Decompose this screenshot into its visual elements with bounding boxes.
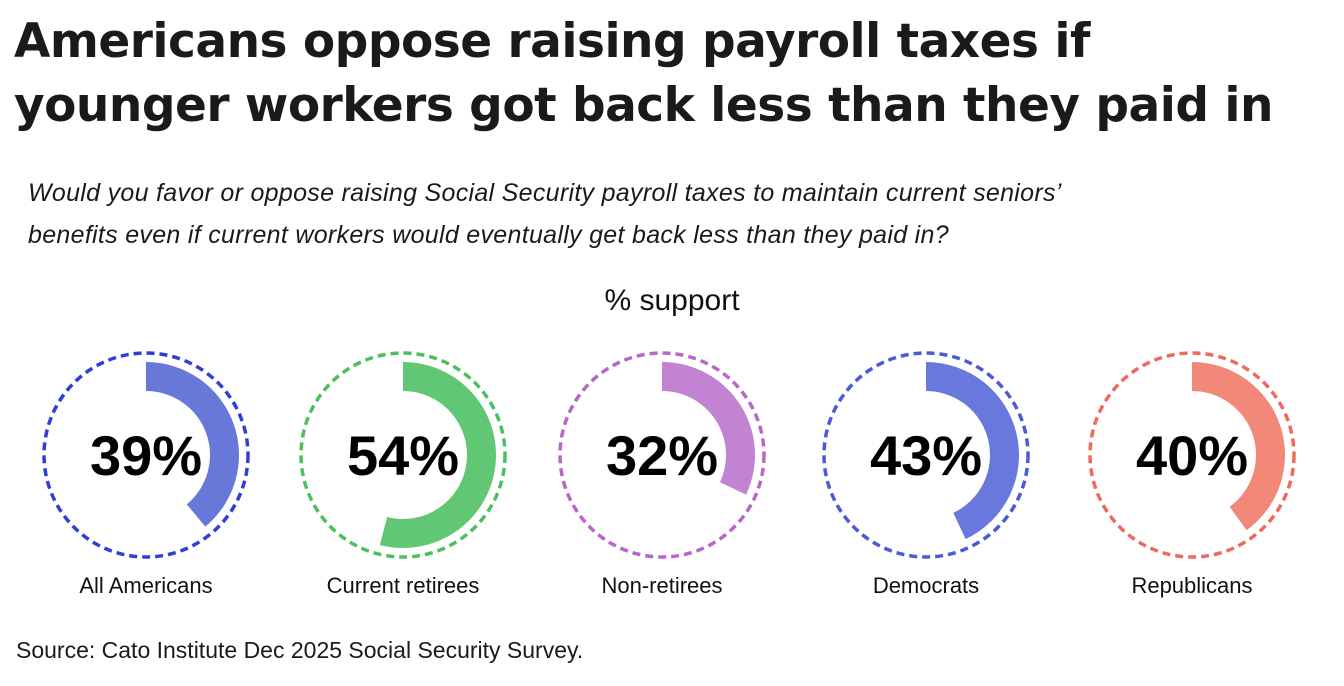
chart-subtitle: Would you favor or oppose raising Social… — [28, 172, 1062, 256]
donut-arc — [662, 362, 755, 495]
value-label: 54% — [347, 424, 459, 487]
source-note: Source: Cato Institute Dec 2025 Social S… — [16, 637, 584, 663]
donut-ring — [299, 351, 507, 559]
subtitle-line: benefits even if current workers would e… — [28, 221, 949, 249]
subtitle-line: Would you favor or oppose raising Social… — [28, 179, 1062, 207]
category-label: Republicans — [1131, 573, 1252, 598]
chart-title: Americans oppose raising payroll taxes i… — [14, 10, 1273, 138]
donut-ring — [1088, 351, 1296, 559]
value-label: 39% — [90, 424, 202, 487]
donut-ring — [42, 351, 250, 559]
title-line: Americans oppose raising payroll taxes i… — [14, 14, 1090, 69]
value-label: 40% — [1136, 424, 1248, 487]
donut-arc — [146, 362, 239, 527]
donut-ring — [558, 351, 766, 559]
donut-ring — [822, 351, 1030, 559]
value-label: 32% — [606, 424, 718, 487]
category-label: Non-retirees — [601, 573, 722, 598]
category-label: Democrats — [873, 573, 979, 598]
title-line: younger workers got back less than they … — [14, 78, 1273, 133]
category-label: All Americans — [79, 573, 212, 598]
donut-arc — [926, 362, 1019, 540]
donut-arc — [379, 362, 496, 549]
value-label: 43% — [870, 424, 982, 487]
metric-label: % support — [604, 284, 740, 317]
donut-arc — [1192, 362, 1286, 531]
category-label: Current retirees — [327, 573, 480, 598]
